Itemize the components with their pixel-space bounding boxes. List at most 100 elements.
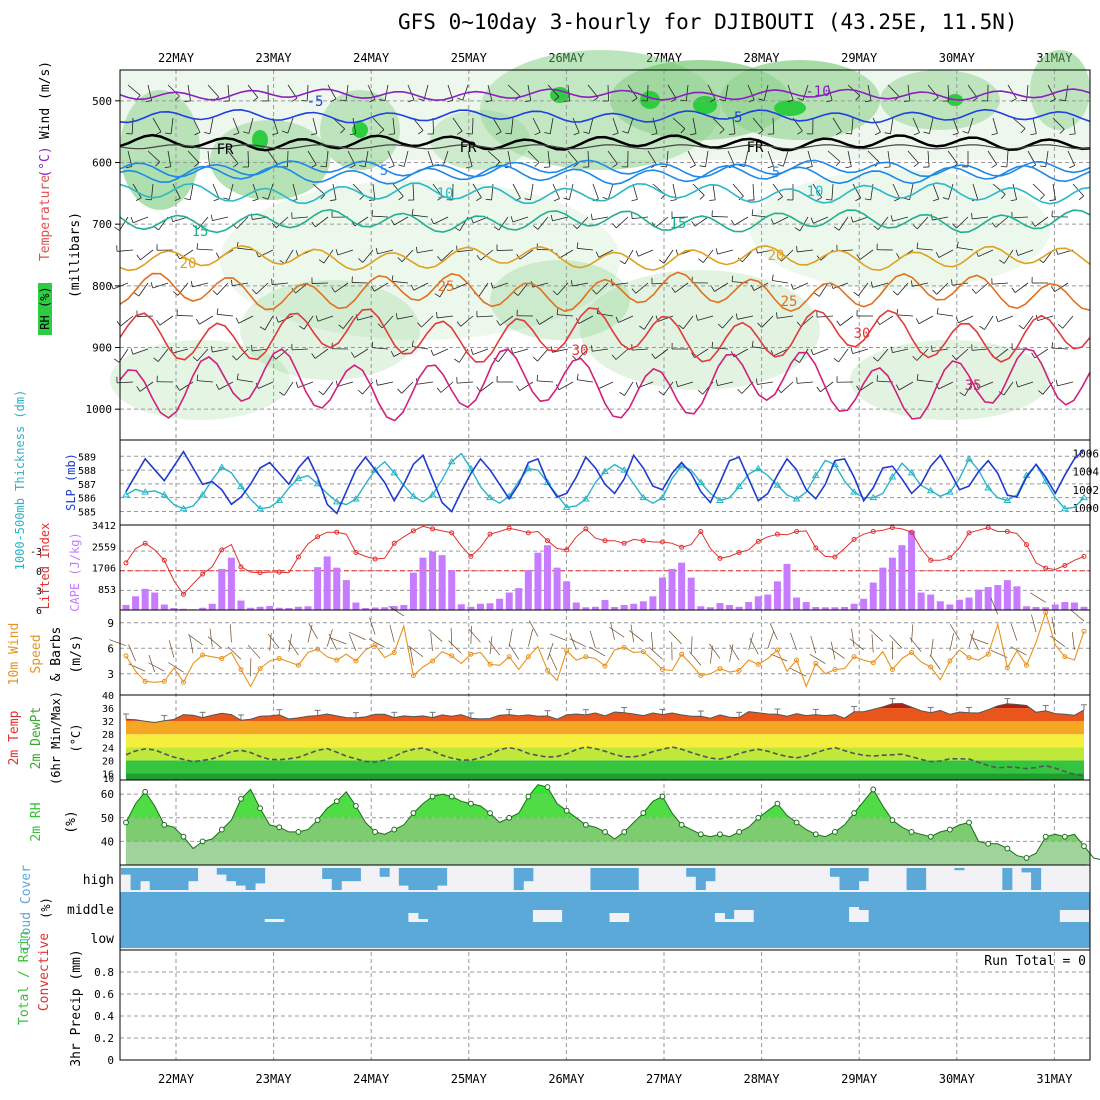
wind-barb xyxy=(741,381,754,394)
wind10-marker xyxy=(794,657,800,663)
wind-barb xyxy=(136,315,154,317)
wind-barb xyxy=(330,98,337,103)
wind-barb xyxy=(1032,117,1037,134)
wind-barb xyxy=(388,165,395,169)
wind-barb xyxy=(537,380,554,383)
wind-barb xyxy=(752,117,764,131)
li-marker xyxy=(1043,565,1049,571)
wind-barb xyxy=(287,150,289,168)
contour-label: 15 xyxy=(192,224,209,240)
wind10-marker xyxy=(334,657,340,663)
li-marker xyxy=(276,569,282,575)
rh-legend-swatch xyxy=(38,283,52,335)
thickness-marker xyxy=(639,493,648,501)
wind-barb xyxy=(476,255,481,261)
wind-axis-label: Wind (m/s) xyxy=(38,61,53,139)
wind-barb xyxy=(492,117,502,132)
cloud-middle-clear xyxy=(408,913,419,922)
wind-barb xyxy=(232,117,240,133)
wind-barb xyxy=(369,99,376,103)
wind-barb xyxy=(832,117,842,132)
wind10-barb xyxy=(349,631,366,641)
wind-barb xyxy=(1015,381,1019,388)
wind-barb xyxy=(576,242,579,249)
wind-barb xyxy=(457,381,474,384)
wind-barb xyxy=(556,308,559,315)
wind-barb xyxy=(992,117,998,134)
wind10-marker xyxy=(813,661,819,667)
wind-barb xyxy=(1052,183,1056,200)
wind-barb xyxy=(318,390,324,396)
cloud-high-bar xyxy=(628,868,639,890)
temp-band xyxy=(126,721,1084,735)
wind10-barb xyxy=(968,630,975,648)
temp-tick-label: 32 xyxy=(102,717,114,728)
wind10-barb xyxy=(470,625,472,645)
wind10-barb xyxy=(709,643,721,659)
cape-bar xyxy=(735,606,743,610)
wind10-barb xyxy=(329,637,347,645)
cape-bar xyxy=(975,589,983,610)
wind-barb xyxy=(330,199,337,202)
rh-marker xyxy=(736,829,743,835)
wind-barb xyxy=(187,150,200,163)
thickness-marker xyxy=(965,455,973,462)
cloud-high-bar xyxy=(513,868,524,890)
wind10-barb xyxy=(889,634,903,649)
wind-barb xyxy=(447,99,454,103)
wind-barb xyxy=(912,355,918,361)
rh-tick-label: 60 xyxy=(101,788,114,801)
cape-bar xyxy=(591,606,599,610)
wind-barb xyxy=(670,199,677,202)
wind-barb xyxy=(1072,117,1076,134)
wind-barb xyxy=(164,166,171,169)
wind-barb xyxy=(719,99,726,102)
cloud-high-bar xyxy=(916,868,927,890)
contour-label: -5 xyxy=(726,110,743,126)
wind-barb xyxy=(851,117,854,134)
wind-barb xyxy=(577,247,594,251)
wind-barb xyxy=(472,183,482,198)
wind10-barb xyxy=(688,651,702,666)
wind-barb xyxy=(533,225,539,230)
thickness-marker xyxy=(524,464,533,472)
wind-barb xyxy=(751,340,754,347)
wind-barb xyxy=(660,194,666,200)
li-marker xyxy=(142,540,148,546)
wind-barb xyxy=(223,197,230,200)
cloud-middle-clear xyxy=(724,919,735,922)
wind-barb xyxy=(772,280,789,284)
wind-barb xyxy=(678,324,684,330)
wind-barb xyxy=(612,223,617,229)
wind-barb xyxy=(975,382,979,389)
thickness-tick-label: 586 xyxy=(78,494,96,505)
rh-marker xyxy=(602,829,608,835)
wind-barb xyxy=(1031,352,1036,359)
temp-tick-label: 28 xyxy=(102,730,114,741)
wind-barb xyxy=(207,150,211,167)
li-marker xyxy=(851,536,857,542)
isotherm-line xyxy=(119,108,1091,124)
wind-barb xyxy=(647,150,657,165)
thickness-marker xyxy=(237,482,245,490)
cape-bar xyxy=(1070,602,1078,610)
cape-bar xyxy=(620,605,628,610)
wind-barb xyxy=(539,315,554,325)
wind-barb xyxy=(1003,249,1014,264)
wind-barb xyxy=(826,100,833,103)
wind-barb xyxy=(493,357,499,363)
rh-shade xyxy=(750,170,1050,290)
cape-bar xyxy=(534,552,542,610)
wind-barb xyxy=(492,282,509,289)
li-marker xyxy=(947,555,953,561)
wind-barb xyxy=(592,183,599,200)
wind10-marker xyxy=(1043,610,1049,616)
wind10-barb xyxy=(369,617,376,635)
wind-barb xyxy=(496,249,514,251)
thickness-marker xyxy=(581,495,590,502)
rh-marker xyxy=(889,817,896,824)
li-marker xyxy=(353,549,359,555)
li-tick-label: 6 xyxy=(36,606,42,617)
date-label-bottom: 29MAY xyxy=(841,1072,878,1086)
thickness-axis-label: 1000-500mb Thickness (dm) xyxy=(13,390,27,571)
